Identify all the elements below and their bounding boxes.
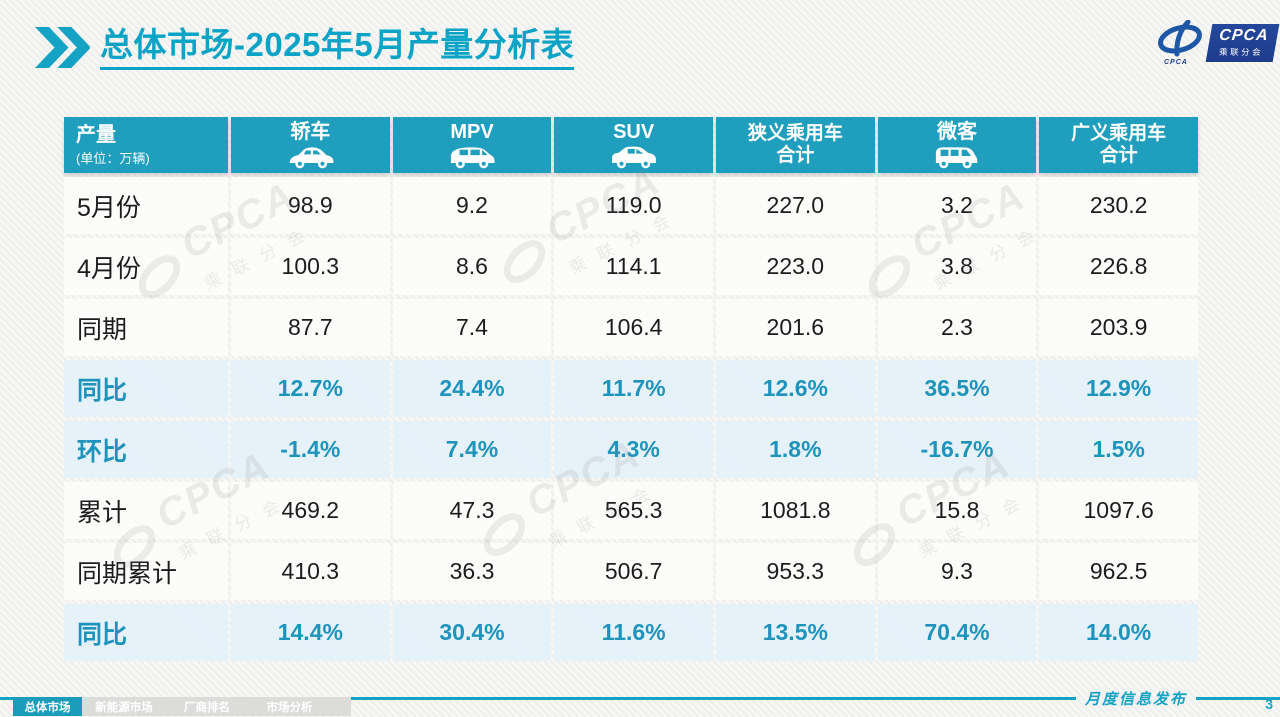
column-header-mpv: MPV [392, 117, 552, 173]
table-cell: 14.4% [231, 604, 390, 661]
double-chevron-icon [34, 27, 90, 69]
column-label: 广义乘用车 [1071, 123, 1167, 145]
table-cell: 36.3 [392, 543, 552, 600]
column-header-broad-pv-total: 广义乘用车 合计 [1039, 117, 1198, 173]
table-cell: 9.2 [392, 177, 552, 234]
cpca-swoosh-icon: CPCA [1156, 19, 1206, 66]
bottom-tab-bar: 总体市场 新能源市场 厂商排名 市场分析 [13, 697, 351, 716]
publication-label: 月度信息发布 [1084, 692, 1187, 708]
column-label-line2: 合计 [776, 145, 815, 166]
footer-rule-left [0, 697, 1076, 700]
table-cell: 506.7 [554, 543, 713, 600]
table-cell: 203.9 [1039, 299, 1198, 356]
row-label: 同期 [64, 299, 228, 356]
row-label: 同比 [64, 604, 228, 661]
table-cell: 119.0 [554, 177, 713, 234]
column-header-suv: SUV [554, 117, 713, 173]
table-cell: 11.6% [554, 604, 713, 661]
title-row: 总体市场-2025年5月产量分析表 [34, 26, 575, 70]
table-cell: 3.8 [877, 238, 1037, 295]
production-table: 产量 (单位：万辆) 轿车 MPV [64, 117, 1198, 661]
table-cell: 7.4 [392, 299, 552, 356]
table-cell: 1097.6 [1039, 482, 1198, 539]
table-cell: 36.5% [877, 360, 1037, 417]
mpv-icon [447, 145, 497, 170]
row-label: 同期累计 [64, 543, 228, 600]
footer-rule-right [1196, 697, 1280, 700]
table-cell: 1.5% [1039, 421, 1198, 478]
table-cell: 9.3 [877, 543, 1037, 600]
table-cell: 24.4% [392, 360, 552, 417]
column-header-narrow-pv-total: 狭义乘用车 合计 [716, 117, 875, 173]
footer-rule: 月度信息发布 [0, 688, 1280, 709]
table-cell: 70.4% [877, 604, 1037, 661]
cpca-logo-text: CPCA [1218, 27, 1270, 44]
table-cell: 1081.8 [716, 482, 875, 539]
table-cell: 11.7% [554, 360, 713, 417]
cpca-swoosh-caption: CPCA [1164, 59, 1188, 66]
table-cell: 1.8% [716, 421, 875, 478]
table-cell: 230.2 [1039, 177, 1198, 234]
table-cell: 410.3 [231, 543, 390, 600]
table-cell: 4.3% [554, 421, 713, 478]
table-cell: 223.0 [716, 238, 875, 295]
row-label: 累计 [64, 482, 228, 539]
table-cell: 114.1 [554, 238, 713, 295]
corner-unit: (单位：万辆) [76, 150, 150, 166]
table-cell: 953.3 [716, 543, 875, 600]
column-label: MPV [450, 120, 494, 143]
table-cell: 226.8 [1039, 238, 1198, 295]
cpca-logo: CPCA CPCA 乘联分会 [1156, 19, 1280, 66]
table-cell: 2.3 [877, 299, 1037, 356]
sedan-icon [285, 145, 335, 170]
table-cell: 15.8 [877, 482, 1037, 539]
table-cell: -1.4% [231, 421, 390, 478]
column-header-sedan: 轿车 [231, 117, 390, 173]
table-cell: 962.5 [1039, 543, 1198, 600]
cpca-logo-chinese: 乘联分会 [1218, 47, 1264, 57]
table-cell: 201.6 [716, 299, 875, 356]
table-cell: 12.9% [1039, 360, 1198, 417]
table-cell: -16.7% [877, 421, 1037, 478]
table-cell: 106.4 [554, 299, 713, 356]
microvan-icon [932, 145, 982, 170]
tab-overall-market[interactable]: 总体市场 [13, 697, 82, 716]
table-cell: 3.2 [877, 177, 1037, 234]
corner-title: 产量 [76, 123, 116, 146]
tab-nev-market[interactable]: 新能源市场 [82, 697, 166, 716]
tab-market-analysis[interactable]: 市场分析 [248, 697, 331, 716]
row-label: 5月份 [64, 177, 228, 234]
table-cell: 8.6 [392, 238, 552, 295]
table-corner-header: 产量 (单位：万辆) [64, 117, 228, 173]
column-label: SUV [613, 120, 655, 143]
table-cell: 469.2 [231, 482, 390, 539]
table-cell: 12.6% [716, 360, 875, 417]
row-label: 同比 [64, 360, 228, 417]
column-label-line2: 合计 [1099, 145, 1138, 166]
column-label: 轿车 [290, 120, 331, 143]
row-label: 环比 [64, 421, 228, 478]
page-number: 3 [1265, 696, 1273, 712]
table-cell: 565.3 [554, 482, 713, 539]
table-cell: 7.4% [392, 421, 552, 478]
row-label: 4月份 [64, 238, 228, 295]
column-label: 微客 [936, 120, 977, 143]
table-cell: 100.3 [231, 238, 390, 295]
table-cell: 13.5% [716, 604, 875, 661]
suv-icon [609, 145, 659, 170]
tab-bar-tail [331, 697, 351, 716]
table-cell: 87.7 [231, 299, 390, 356]
table-cell: 98.9 [231, 177, 390, 234]
tab-oem-ranking[interactable]: 厂商排名 [166, 697, 248, 716]
cpca-logo-box: CPCA 乘联分会 [1205, 24, 1280, 62]
table-cell: 30.4% [392, 604, 552, 661]
table-cell: 47.3 [392, 482, 552, 539]
column-label: 狭义乘用车 [747, 123, 843, 145]
page-title: 总体市场-2025年5月产量分析表 [100, 26, 575, 70]
table-cell: 227.0 [716, 177, 875, 234]
column-header-microvan: 微客 [877, 117, 1037, 173]
table-cell: 14.0% [1039, 604, 1198, 661]
table-cell: 12.7% [231, 360, 390, 417]
